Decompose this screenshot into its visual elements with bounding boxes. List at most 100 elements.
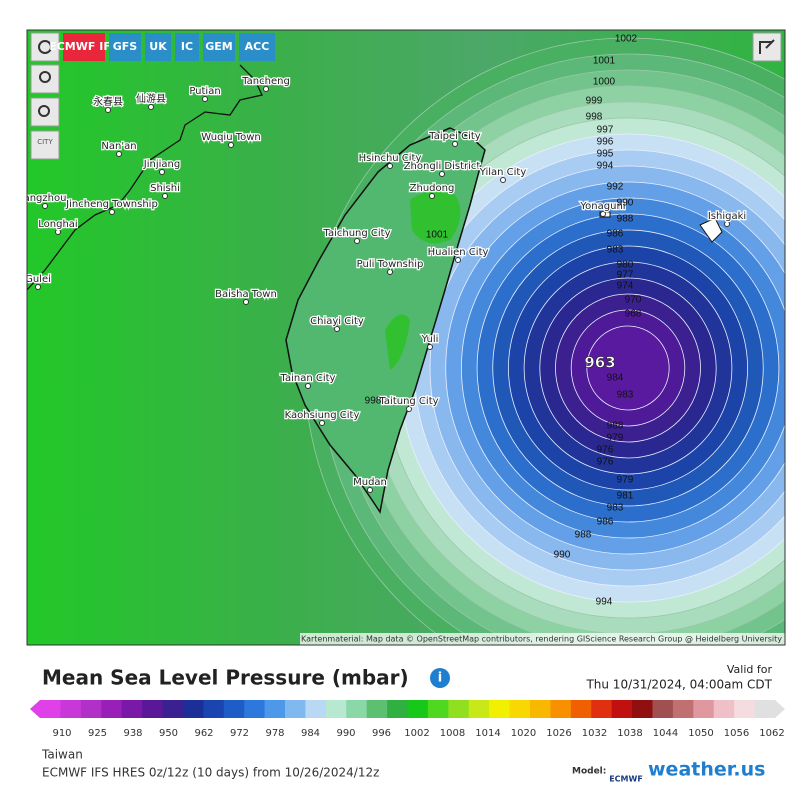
run-info: ECMWF IFS HRES 0z/12z (10 days) from 10/… xyxy=(42,766,379,780)
colorbar-swatch xyxy=(60,700,82,718)
place-label: Nan'an xyxy=(101,141,136,152)
colorbar-tick-label: 1014 xyxy=(475,728,500,739)
colorbar-tick-label: 1056 xyxy=(724,728,749,739)
colorbar-swatch xyxy=(182,700,204,718)
model-button-label: UK xyxy=(149,40,167,53)
model-button[interactable] xyxy=(239,33,275,61)
place-label: Puli Township xyxy=(357,259,424,270)
title: Mean Sea Level Pressure (mbar) xyxy=(42,666,409,690)
colorbar-tick-label: 910 xyxy=(52,728,71,739)
colorbar-swatch xyxy=(223,700,245,718)
model-button[interactable] xyxy=(109,33,141,61)
colorbar-swatch xyxy=(489,700,511,718)
location-button[interactable] xyxy=(30,64,60,94)
colorbar-tick-label: 990 xyxy=(336,728,355,739)
zoom-button[interactable] xyxy=(30,97,60,127)
place-label: Gulei xyxy=(25,274,51,285)
isobar-label: 990 xyxy=(617,198,634,209)
place-marker xyxy=(334,326,340,332)
colorbar-swatch xyxy=(407,700,429,718)
colorbar-swatch xyxy=(142,700,163,718)
model-button[interactable] xyxy=(145,33,171,61)
place-marker xyxy=(439,171,445,177)
place-marker xyxy=(319,420,325,426)
place-marker xyxy=(109,209,115,215)
map[interactable]: Tancheng Putian 永春县 仙游县 Wuqiu Town Nan'an Jinj… xyxy=(24,30,795,698)
isobar-label: 994 xyxy=(597,161,614,172)
isobar-label: 988 xyxy=(607,421,624,432)
place-marker xyxy=(387,163,393,169)
colorbar-tick-label: 1002 xyxy=(404,728,429,739)
place-marker xyxy=(243,299,249,305)
refresh-icon xyxy=(38,40,52,54)
place-label: Zhongli District xyxy=(404,161,481,172)
isobar-label: 1001 xyxy=(426,230,449,241)
place-label: Wuqiu Town xyxy=(201,132,261,143)
isobar-label: 977 xyxy=(617,270,634,281)
place-label: 仙游县 xyxy=(136,92,166,105)
city-toggle[interactable] xyxy=(30,130,60,160)
model-button[interactable] xyxy=(203,33,235,61)
valid-time: Thu 10/31/2024, 04:00am CDT xyxy=(585,678,772,692)
colorbar-swatch xyxy=(468,700,490,718)
colorbar-swatch xyxy=(305,700,327,718)
isobar-label: 986 xyxy=(597,517,614,528)
colorbar-swatch xyxy=(570,700,592,718)
colorbar-tick-label: 1026 xyxy=(546,728,571,739)
place-marker xyxy=(116,151,122,157)
isobar-label: 1000 xyxy=(593,77,616,88)
place-marker xyxy=(724,221,730,227)
share-button[interactable] xyxy=(752,32,782,62)
pressure-band xyxy=(586,325,670,411)
model-button[interactable] xyxy=(63,33,105,61)
colorbar-swatch xyxy=(550,700,572,718)
model-button[interactable] xyxy=(175,33,199,61)
place-label: Kaohsiung City xyxy=(285,410,360,421)
colorbar-tick-label: 996 xyxy=(372,728,391,739)
place-marker xyxy=(263,86,269,92)
place-label: Mudan xyxy=(353,477,387,488)
colorbar-swatch xyxy=(632,700,653,718)
info-icon: i xyxy=(438,671,442,686)
colorbar-swatch xyxy=(672,700,694,718)
model-button-label: GEM xyxy=(205,40,233,53)
model-label: Model: xyxy=(572,767,606,777)
info-button[interactable] xyxy=(430,668,450,688)
place-marker xyxy=(55,229,61,235)
colorbar-tick-label: 1044 xyxy=(653,728,678,739)
isobar-label: 999 xyxy=(586,96,603,107)
place-marker xyxy=(42,203,48,209)
place-marker xyxy=(500,177,506,183)
colorbar-swatch xyxy=(40,700,61,718)
colorbar-swatch xyxy=(285,700,306,718)
place-marker xyxy=(202,96,208,102)
colorbar-tick-label: 1062 xyxy=(759,728,784,739)
isobar-label: 996 xyxy=(597,137,614,148)
isobar-label: 976 xyxy=(597,457,614,468)
city-toggle-label: CITY xyxy=(37,138,53,146)
colorbar-tick-label: 938 xyxy=(123,728,142,739)
taiwan-highland xyxy=(385,314,410,370)
place-label: 永春县 xyxy=(93,95,123,108)
place-marker xyxy=(228,142,234,148)
colorbar-swatch xyxy=(346,700,368,718)
place-label: Chiayi City xyxy=(310,316,364,327)
colorbar-swatch xyxy=(264,700,286,718)
colorbar-tick-label: 1032 xyxy=(582,728,607,739)
colorbar-swatch xyxy=(427,700,449,718)
colorbar-tick-label: 978 xyxy=(265,728,284,739)
isobar-label: 988 xyxy=(575,530,592,541)
model-logo: ECMWF xyxy=(609,775,643,784)
place-label: Hualien City xyxy=(428,247,489,258)
colorbar-tick-label: 972 xyxy=(230,728,249,739)
map-frame xyxy=(26,29,786,646)
share-icon xyxy=(759,39,775,54)
isobar-label: 983 xyxy=(617,390,634,401)
colorbar: 910 925 938 950 962 972 978 984 990 996 1002 1008 10… xyxy=(30,700,785,739)
isobar-label: 990 xyxy=(554,550,571,561)
place-marker xyxy=(305,383,311,389)
refresh-button[interactable] xyxy=(30,32,60,62)
colorbar-arrow xyxy=(775,700,785,718)
place-marker xyxy=(600,211,606,217)
